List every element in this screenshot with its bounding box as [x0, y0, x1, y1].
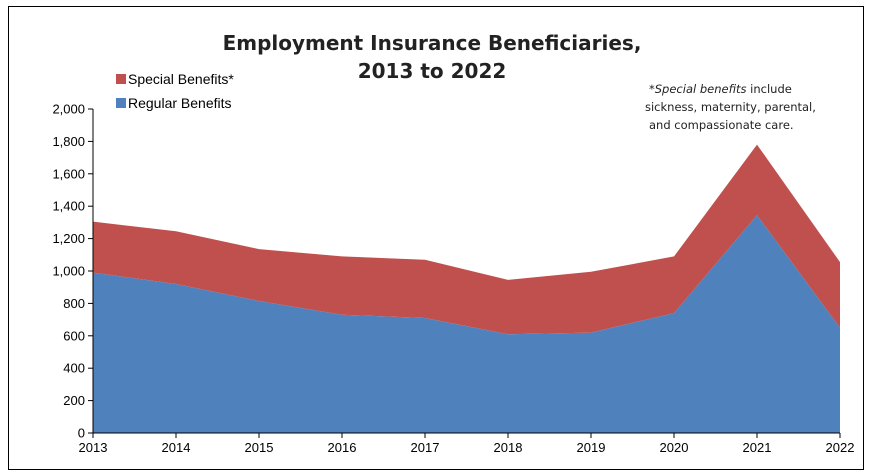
y-tick-label: 0 [78, 426, 85, 441]
area-series-regular-benefits [93, 215, 840, 433]
x-tick-label: 2017 [411, 440, 440, 455]
x-tick-label: 2018 [494, 440, 523, 455]
legend-label-special: Special Benefits* [128, 71, 234, 87]
legend-swatch-special [116, 74, 126, 84]
y-tick-label: 1,000 [52, 264, 85, 279]
y-tick-label: 1,800 [52, 134, 85, 149]
note-line-3: and compassionate care. [649, 118, 794, 132]
x-tick-label: 2016 [328, 440, 357, 455]
y-tick-label: 200 [63, 393, 85, 408]
x-tick-label: 2014 [162, 440, 191, 455]
y-tick-label: 400 [63, 361, 85, 376]
chart-title: Employment Insurance Beneficiaries, [223, 31, 642, 55]
y-tick-label: 600 [63, 328, 85, 343]
y-tick-label: 1,600 [52, 166, 85, 181]
x-tick-label: 2020 [660, 440, 689, 455]
chart-title-line2: 2013 to 2022 [358, 59, 507, 83]
note-line-1: *Special benefits include [649, 82, 792, 96]
y-tick-label: 1,400 [52, 199, 85, 214]
y-tick-label: 1,200 [52, 231, 85, 246]
x-tick-label: 2021 [743, 440, 772, 455]
x-tick-label: 2022 [826, 440, 855, 455]
x-tick-label: 2019 [577, 440, 606, 455]
legend-swatch-regular [116, 98, 126, 108]
x-tick-label: 2015 [245, 440, 274, 455]
area-series-special-benefits [93, 144, 840, 335]
legend-label-regular: Regular Benefits [128, 95, 232, 111]
y-tick-label: 2,000 [52, 102, 85, 117]
note-line-2: sickness, maternity, parental, [645, 100, 816, 114]
y-tick-label: 800 [63, 296, 85, 311]
x-tick-label: 2013 [79, 440, 108, 455]
